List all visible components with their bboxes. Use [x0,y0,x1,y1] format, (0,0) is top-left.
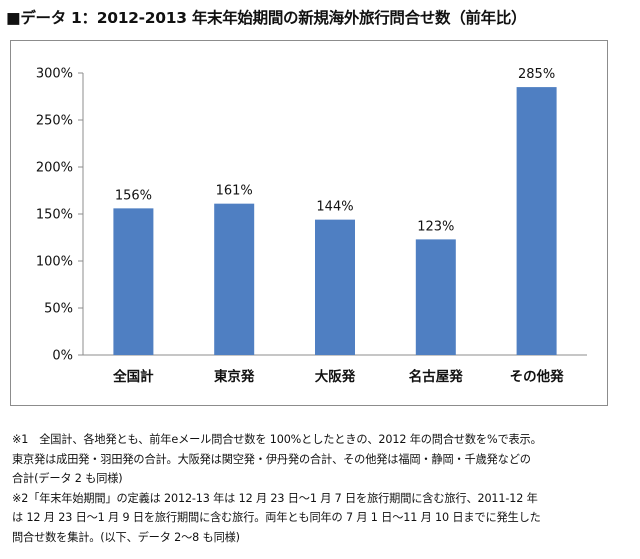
footnote-line: 問合せ数を集計。(以下、データ 2～8 も同様) [12,530,240,544]
x-tick-label: 名古屋発 [409,368,463,385]
footnote-line: ※1 全国計、各地発とも、前年eメール問合せ数を 100%としたときの、2012… [12,433,542,446]
y-tick-label: 0% [52,349,73,364]
data-label: 285% [518,67,555,82]
x-tick-label: 全国計 [112,368,154,385]
y-tick-label: 150% [36,208,73,223]
x-tick-label: その他発 [510,368,564,385]
page-title: ■データ 1：2012-2013 年末年始期間の新規海外旅行問合せ数（前年比） [6,9,527,27]
x-tick-label: 大阪発 [315,368,356,385]
data-label: 144% [316,200,353,215]
footnote-line: 東京発は成田発・羽田発の合計。大阪発は関空発・伊丹発の合計、その他発は福岡・静岡… [12,452,531,466]
footnote-line: 合計(データ 2 も同様) [12,472,123,485]
bar-chart: 0% 50% 100% 150% 200% 250% 300% 156% 全国計 161% 東京発 1… [36,67,587,385]
bar [113,208,154,355]
data-label: 123% [417,219,454,234]
footnote-line: は 12 月 23 日～1 月 9 日を旅行期間に含む旅行。両年とも同年の 7 … [12,511,541,524]
bar [415,239,456,355]
y-tick-label: 50% [44,302,73,317]
data-label: 161% [216,184,253,199]
x-tick-label: 東京発 [214,368,255,385]
data-label: 156% [115,188,152,203]
footnote-line: ※2「年末年始期間」の定義は 2012-13 年は 12 月 23 日～1 月 … [12,491,538,505]
bar [516,87,557,355]
y-tick-label: 300% [36,67,73,82]
bar [315,219,355,355]
chart-frame: 0% 50% 100% 150% 200% 250% 300% 156% 全国計 161% 東京発 1… [10,40,608,406]
y-tick-label: 200% [36,161,73,176]
y-tick-label: 250% [36,114,73,129]
footnotes: ※1 全国計、各地発とも、前年eメール問合せ数を 100%としたときの、2012… [12,430,612,547]
bar [214,203,255,355]
y-tick-label: 100% [36,255,73,270]
